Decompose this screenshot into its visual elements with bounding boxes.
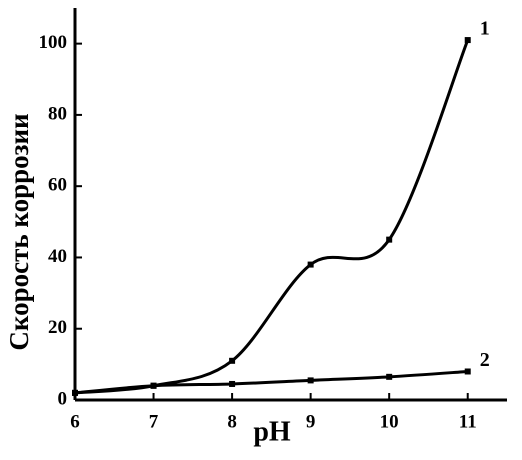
x-tick-label: 6 [70, 411, 80, 432]
point-marker [150, 382, 157, 389]
x-tick-label: 11 [459, 411, 477, 432]
y-tick-label: 60 [48, 175, 67, 196]
x-tick-label: 10 [380, 411, 399, 432]
y-tick-label: 40 [48, 246, 67, 267]
y-tick-label: 0 [58, 388, 68, 409]
series-label: 1 [480, 18, 490, 40]
point-marker [229, 357, 236, 364]
series-label: 2 [480, 349, 490, 371]
point-marker [72, 389, 78, 396]
y-tick-label: 20 [48, 317, 67, 338]
y-tick-label: 100 [39, 32, 68, 53]
point-marker [386, 236, 393, 243]
point-marker [307, 377, 314, 384]
x-tick-label: 7 [149, 411, 159, 432]
point-marker [386, 373, 393, 380]
y-tick-label: 80 [48, 103, 67, 124]
x-tick-label: 8 [227, 411, 237, 432]
point-marker [229, 380, 236, 387]
point-marker [464, 368, 471, 375]
series-line [74, 369, 468, 395]
point-marker [307, 261, 314, 268]
x-axis-title: pH [253, 416, 291, 447]
series-line [74, 39, 470, 395]
y-axis-title: Скорость коррозии [4, 113, 34, 350]
point-marker [464, 37, 471, 44]
x-tick-label: 9 [306, 411, 316, 432]
